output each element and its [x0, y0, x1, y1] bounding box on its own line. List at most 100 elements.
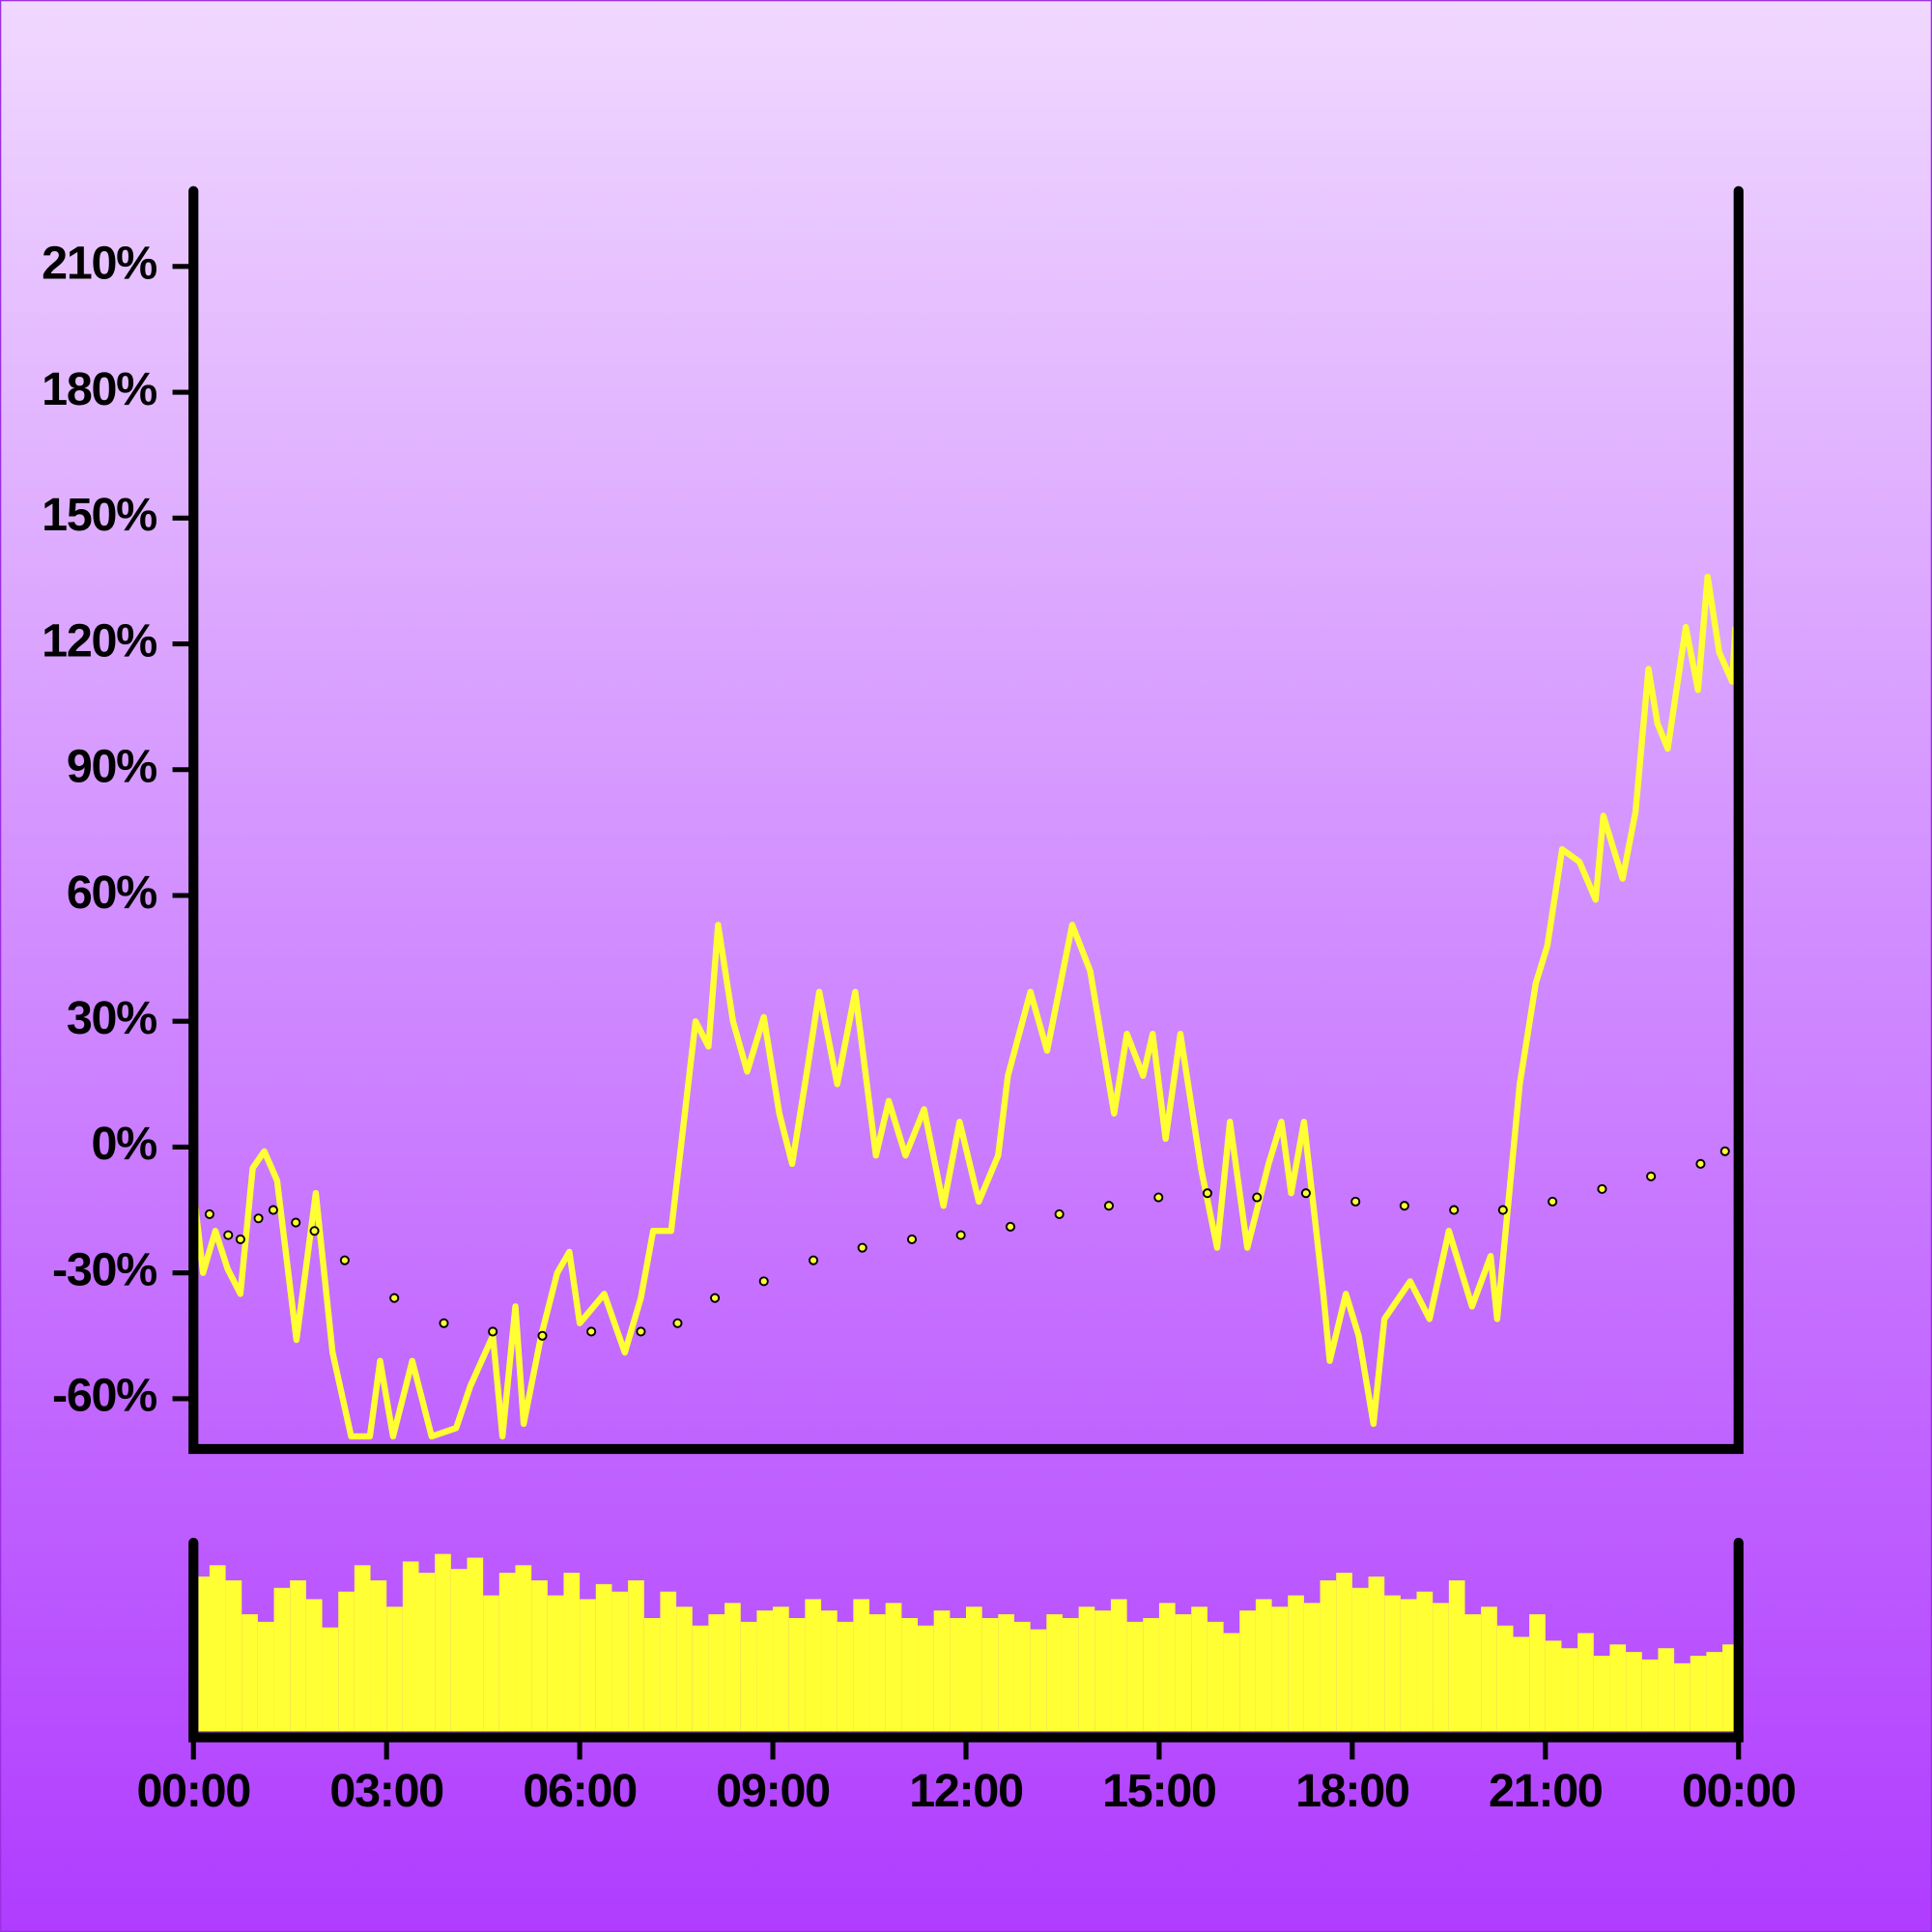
average-point: [1548, 1196, 1558, 1207]
volume-area: [198, 1553, 1739, 1732]
average-point: [223, 1230, 234, 1240]
average-point: [672, 1318, 683, 1328]
volume-bar: [1674, 1662, 1690, 1732]
volume-bar: [515, 1565, 532, 1732]
volume-bar: [692, 1625, 709, 1732]
volume-bar: [933, 1610, 951, 1732]
volume-bar: [1030, 1629, 1047, 1732]
volume-bar: [1690, 1656, 1707, 1732]
volume-bar: [1577, 1633, 1594, 1732]
volume-bar: [1207, 1621, 1224, 1732]
average-point: [758, 1276, 769, 1287]
volume-bar: [1158, 1603, 1176, 1732]
volume-bar: [918, 1625, 934, 1732]
average-point: [857, 1242, 867, 1253]
volume-bar: [1384, 1595, 1401, 1732]
volume-bar: [1143, 1617, 1159, 1732]
volume-bar: [1545, 1640, 1562, 1732]
volume-bar: [1400, 1599, 1417, 1732]
volume-bar: [1013, 1621, 1031, 1732]
average-point: [1399, 1201, 1409, 1211]
y-tick-label: 180%: [42, 363, 156, 415]
axes: -60% -30% 0% 30% 60% 90% 120% 150% 180% 210% 00:00…: [42, 185, 1797, 1817]
volume-bar: [370, 1579, 387, 1732]
volume-bar: [628, 1579, 644, 1732]
volume-bar: [1175, 1614, 1192, 1732]
average-point: [1449, 1205, 1460, 1215]
average-point: [1202, 1188, 1212, 1199]
volume-bar: [1496, 1625, 1514, 1732]
volume-bar: [788, 1617, 806, 1732]
average-point: [809, 1255, 819, 1265]
volume-bar: [580, 1599, 596, 1732]
volume-bar: [467, 1557, 484, 1732]
volume-bar: [950, 1617, 966, 1732]
average-point: [253, 1213, 264, 1224]
y-tick-label: 0%: [92, 1118, 157, 1170]
average-point: [1497, 1205, 1508, 1215]
average-point: [268, 1205, 278, 1215]
volume-bar: [805, 1599, 822, 1732]
volume-bar: [724, 1603, 741, 1732]
average-point: [906, 1234, 918, 1244]
volume-bar: [901, 1617, 919, 1732]
average-point: [586, 1326, 597, 1337]
average-point: [955, 1230, 966, 1240]
volume-bar: [338, 1591, 355, 1732]
average-point: [1350, 1196, 1361, 1207]
volume-bar: [498, 1573, 516, 1732]
volume-bar: [1368, 1577, 1385, 1732]
volume-bar: [418, 1573, 436, 1732]
y-tick-label: -30%: [52, 1243, 156, 1295]
volume-bar: [1481, 1606, 1497, 1732]
volume-bar: [853, 1599, 870, 1732]
volume-bar: [1658, 1648, 1675, 1732]
volume-bar: [225, 1579, 242, 1732]
average-point: [1153, 1192, 1164, 1203]
volume-bar: [1706, 1652, 1723, 1732]
volume-bar: [1062, 1617, 1079, 1732]
volume-bar: [1416, 1591, 1434, 1732]
average-point: [636, 1326, 646, 1337]
volume-bar: [611, 1591, 629, 1732]
average-point: [1252, 1192, 1263, 1203]
volume-bar: [643, 1617, 661, 1732]
y-tick-label: 210%: [42, 238, 156, 290]
volume-bar: [1191, 1606, 1208, 1732]
volume-bar: [290, 1579, 306, 1732]
volume-bar: [1336, 1573, 1352, 1732]
x-tick-label: 00:00: [136, 1765, 250, 1817]
volume-bar: [1288, 1595, 1304, 1732]
y-tick-label: 150%: [42, 489, 156, 541]
volume-bar: [1223, 1633, 1240, 1732]
volume-bar: [257, 1621, 274, 1732]
average-point: [1695, 1158, 1706, 1169]
volume-bar: [450, 1569, 468, 1732]
plot-area: [193, 573, 1739, 1440]
volume-bar: [1433, 1603, 1449, 1732]
volume-bar: [1529, 1614, 1546, 1732]
volume-bar: [676, 1606, 693, 1732]
average-point: [204, 1208, 214, 1219]
average-point: [710, 1293, 721, 1303]
volume-bar: [1094, 1610, 1111, 1732]
volume-bar: [1271, 1606, 1289, 1732]
y-tick-label: 60%: [67, 867, 156, 919]
volume-bar: [1110, 1599, 1127, 1732]
average-point: [235, 1234, 245, 1244]
volume-bar: [756, 1610, 774, 1732]
x-tick-label: 18:00: [1295, 1765, 1409, 1817]
average-point: [309, 1226, 320, 1236]
volume-bar: [1255, 1599, 1272, 1732]
average-point: [1054, 1208, 1065, 1219]
average-point: [1300, 1188, 1311, 1199]
average-point: [1719, 1146, 1730, 1156]
volume-bar: [595, 1583, 612, 1732]
volume-bar: [740, 1621, 757, 1732]
volume-bar: [273, 1587, 291, 1732]
volume-bar: [1239, 1610, 1256, 1732]
average-point: [291, 1217, 301, 1228]
volume-bar: [547, 1595, 564, 1732]
